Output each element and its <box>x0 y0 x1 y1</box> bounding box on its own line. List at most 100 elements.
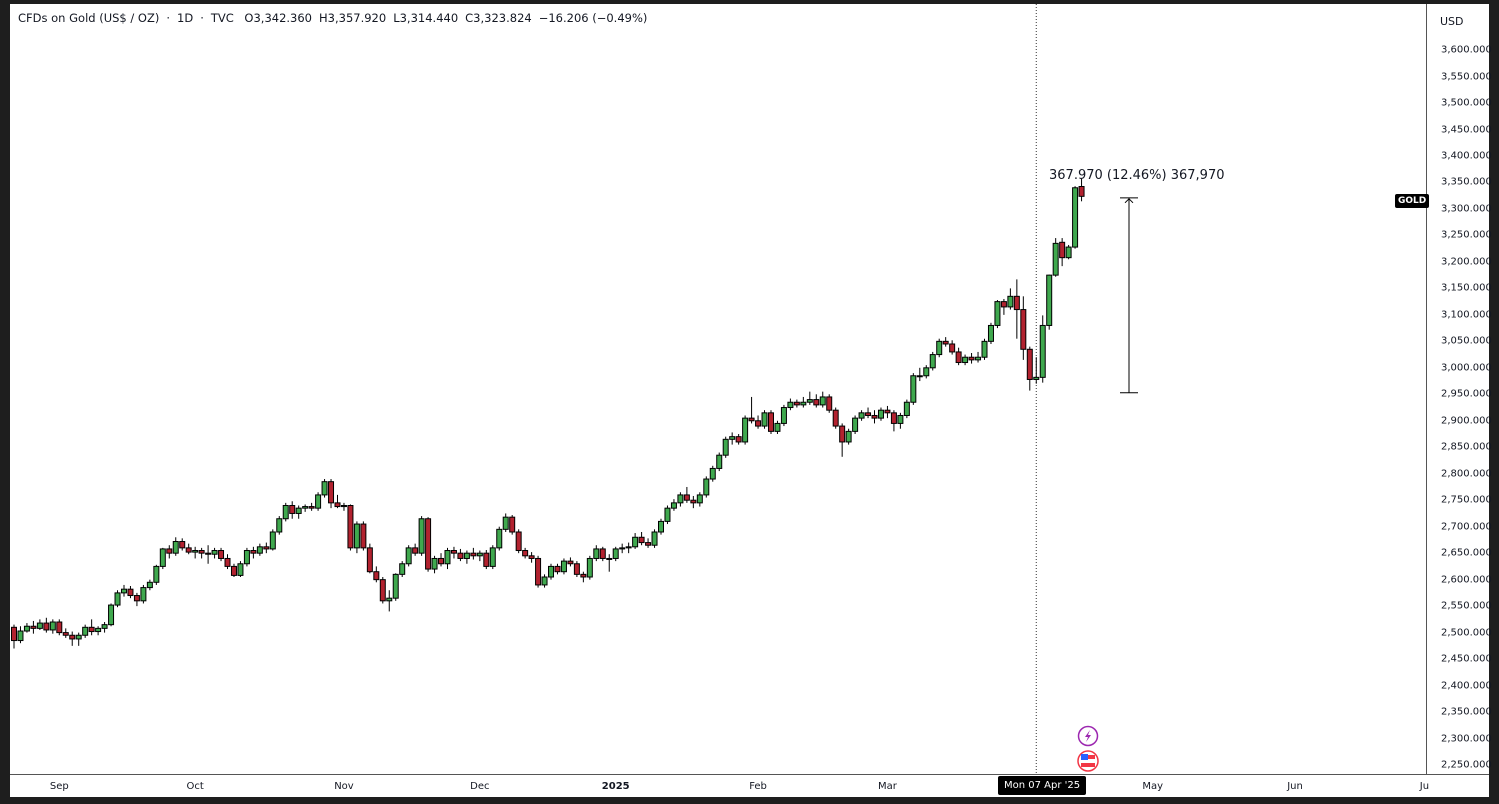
price-tick-label: 2,500.000 <box>1441 627 1492 639</box>
candle-body-up <box>114 592 121 606</box>
candle-body-down <box>528 555 535 559</box>
candle-body-up <box>541 576 548 586</box>
candle-body-down <box>865 412 872 416</box>
candle-body-down <box>1013 295 1020 311</box>
candle <box>929 351 936 371</box>
candle-body-up <box>787 401 794 409</box>
candle-body-down <box>198 550 205 554</box>
chart-frame[interactable] <box>10 4 1489 797</box>
candle-body-up <box>897 414 904 424</box>
candle <box>729 432 736 445</box>
candle-body-up <box>929 354 936 369</box>
candle <box>120 584 127 597</box>
candle-body-up <box>159 548 166 567</box>
price-tick-label: 2,950.000 <box>1441 388 1492 400</box>
candle <box>606 554 613 572</box>
candle <box>347 504 354 551</box>
candle-body-up <box>276 518 283 533</box>
candle-body-down <box>166 548 173 554</box>
price-tick-label: 3,500.000 <box>1441 97 1492 109</box>
candle <box>166 545 173 559</box>
candle <box>289 501 296 519</box>
candle <box>476 550 483 562</box>
price-tick-label: 3,200.000 <box>1441 256 1492 268</box>
candle <box>62 628 69 638</box>
candle-body-up <box>489 547 496 567</box>
candle <box>457 548 464 562</box>
candle <box>755 415 762 429</box>
currency-button[interactable]: USD <box>1440 15 1464 28</box>
candle <box>1013 279 1020 339</box>
candle-body-down <box>871 414 878 419</box>
candle <box>30 620 37 634</box>
candle <box>509 515 516 535</box>
candle-body-up <box>386 597 393 602</box>
candle <box>379 576 386 604</box>
candle-body-up <box>625 546 632 549</box>
candle <box>211 547 218 559</box>
candle <box>968 352 975 364</box>
candle <box>742 415 749 445</box>
candle-body-up <box>703 478 710 496</box>
symbol-price-tag: GOLD <box>1395 194 1430 208</box>
candle <box>722 436 729 458</box>
candle <box>366 543 373 574</box>
candle-body-down <box>360 523 367 549</box>
candle <box>11 624 17 649</box>
candle-body-up <box>75 634 82 640</box>
candle-body-down <box>735 436 742 443</box>
candle <box>923 365 930 379</box>
candle-body-down <box>185 547 192 553</box>
candle-body-down <box>366 547 373 573</box>
candle-body-up <box>146 581 153 589</box>
candle-body-up <box>962 356 969 364</box>
candle <box>88 619 95 636</box>
candle <box>69 631 76 646</box>
candle <box>431 555 438 574</box>
candle-body-up <box>95 627 102 633</box>
price-tick-label: 3,150.000 <box>1441 282 1492 294</box>
time-tick-label: Nov <box>334 781 354 792</box>
candle <box>767 410 774 435</box>
price-axis[interactable]: 2,250.000 2,300.000 2,350.000 2,400.000 2,45… <box>1426 4 1492 774</box>
candle <box>690 495 697 509</box>
candle-body-up <box>877 409 884 419</box>
candle-body-down <box>230 565 237 576</box>
candle <box>353 521 360 554</box>
candle <box>1059 238 1066 267</box>
candle-body-up <box>82 626 89 636</box>
candle <box>269 529 276 551</box>
candle-body-up <box>845 430 852 443</box>
price-tick-label: 3,550.000 <box>1441 71 1492 83</box>
candle <box>276 516 283 535</box>
candle <box>541 574 548 588</box>
price-tick-label: 2,250.000 <box>1441 759 1492 771</box>
candle <box>418 516 425 556</box>
symbol-legend: CFDs on Gold (US$ / OZ) · 1D · TVC O3,342.36… <box>18 11 654 25</box>
candle-body-up <box>392 573 399 599</box>
candle <box>858 410 865 421</box>
candle <box>230 563 237 577</box>
candle-body-down <box>522 550 529 557</box>
candle-body-down <box>11 626 17 642</box>
candle <box>425 517 432 572</box>
candle <box>502 513 509 532</box>
candle-body-up <box>140 587 147 602</box>
price-tick-label: 2,300.000 <box>1441 733 1492 745</box>
candle-body-up <box>108 604 115 626</box>
time-axis[interactable]: Sep Oct Nov Dec 2025 Feb Mar May Jun Ju <box>10 774 1489 798</box>
candle-body-down <box>968 356 975 361</box>
candle-body-down <box>955 351 962 364</box>
candle <box>716 452 723 472</box>
symbol-name[interactable]: CFDs on Gold (US$ / OZ) <box>18 11 160 25</box>
candle-body-down <box>1026 348 1033 380</box>
candle-body-down <box>793 401 800 406</box>
candle-body-up <box>696 494 703 504</box>
candle-body-up <box>172 541 179 554</box>
candle-body-up <box>619 547 626 550</box>
candle <box>522 547 529 559</box>
price-tick-label: 2,400.000 <box>1441 680 1492 692</box>
candle <box>101 622 108 633</box>
candle-body-down <box>1020 309 1027 350</box>
